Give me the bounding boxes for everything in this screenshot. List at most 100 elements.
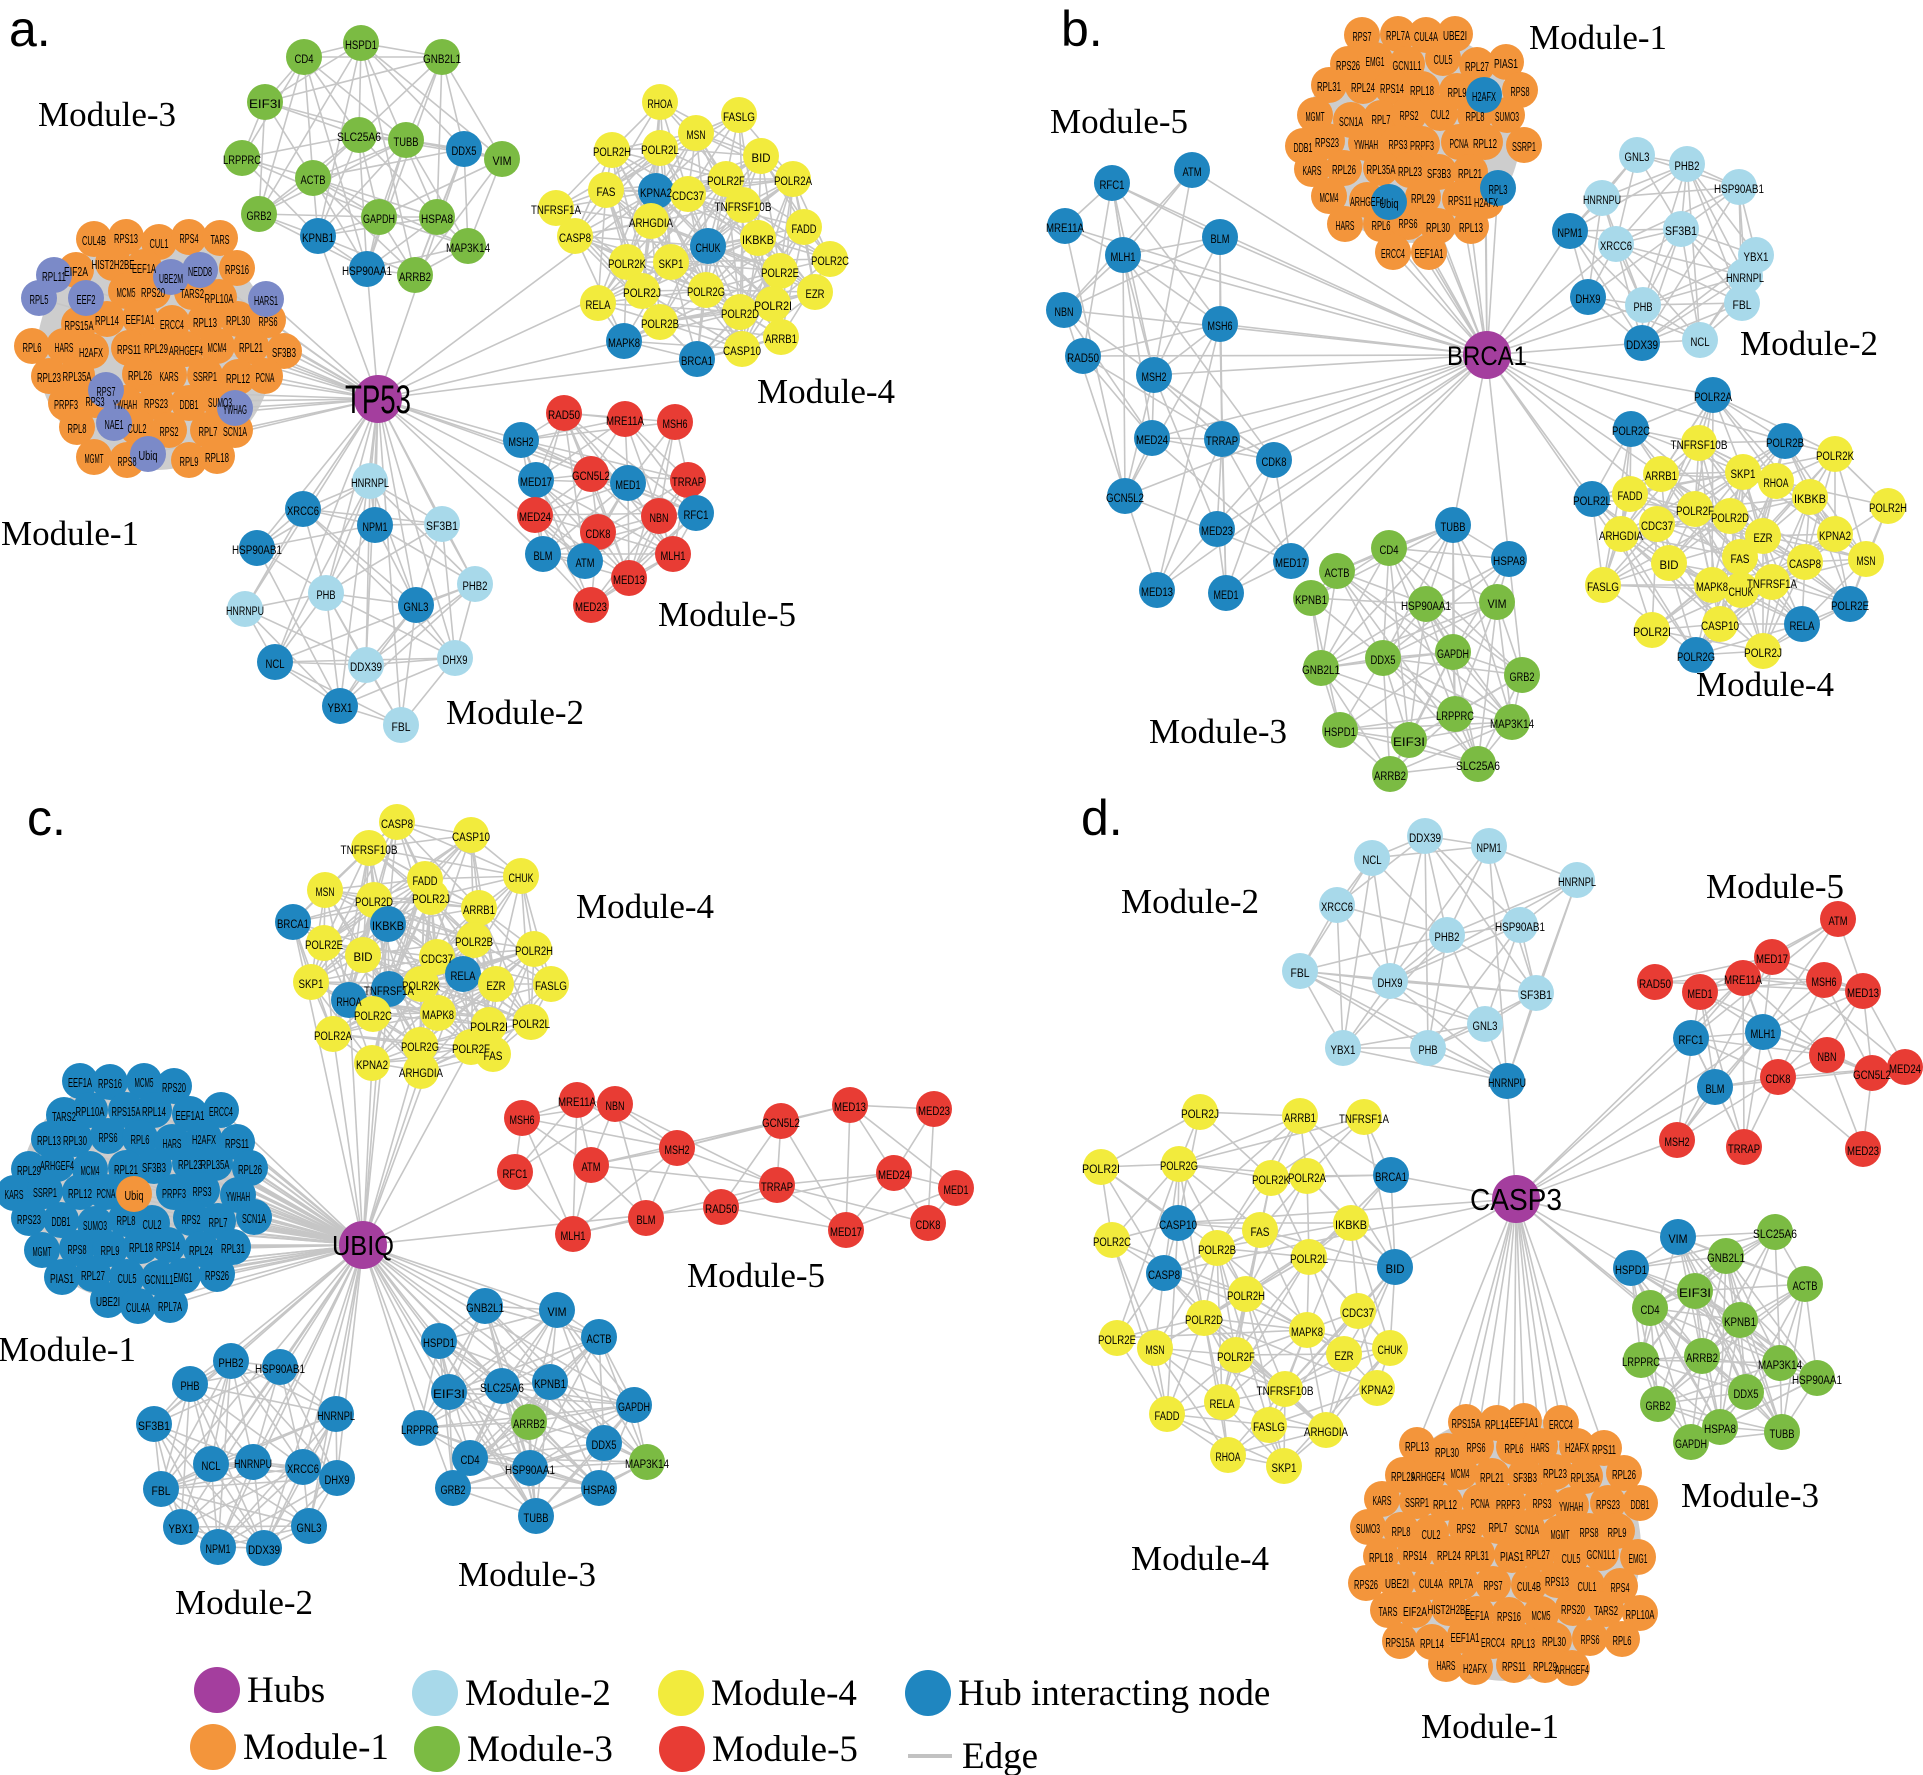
svg-text:RPL13: RPL13 [1459,220,1483,235]
svg-text:MCM4: MCM4 [81,1163,100,1178]
svg-text:POLR2K: POLR2K [1816,451,1854,463]
svg-text:DDB1: DDB1 [52,1214,71,1229]
svg-text:RPL8: RPL8 [117,1213,136,1228]
svg-text:CASP8: CASP8 [1148,1270,1180,1282]
svg-text:ARRB1: ARRB1 [1645,471,1677,483]
svg-text:CUL4A: CUL4A [1419,1576,1443,1591]
svg-text:HARS: HARS [1437,1658,1456,1673]
svg-text:TP53: TP53 [345,378,411,422]
svg-text:GCN1L1: GCN1L1 [1393,58,1422,73]
svg-text:TNFRSF1A: TNFRSF1A [1339,1114,1389,1126]
svg-text:DDX39: DDX39 [1409,833,1441,845]
svg-text:Module-2: Module-2 [1121,882,1259,921]
svg-text:RPS23: RPS23 [17,1212,41,1227]
svg-text:POLR2J: POLR2J [1744,648,1782,660]
svg-text:FBL: FBL [1733,300,1753,312]
svg-text:RPL8: RPL8 [1466,109,1485,124]
svg-text:RPS3: RPS3 [1533,1496,1552,1511]
svg-text:RPS13: RPS13 [114,231,138,246]
svg-text:MGMT: MGMT [85,451,104,466]
svg-text:KARS: KARS [1303,163,1322,178]
svg-text:c.: c. [27,790,66,846]
svg-text:RPL26: RPL26 [1332,162,1356,177]
svg-text:FADD: FADD [1618,491,1643,503]
svg-text:MAP3K14: MAP3K14 [446,243,491,255]
svg-text:TARS: TARS [211,232,230,247]
svg-text:MED1: MED1 [1214,590,1239,602]
svg-text:SUMO3: SUMO3 [83,1218,107,1233]
svg-text:CDC37: CDC37 [672,191,704,203]
svg-text:CD4: CD4 [295,54,314,66]
svg-text:NEDD8: NEDD8 [188,264,212,279]
svg-text:NBN: NBN [606,1101,625,1113]
svg-text:FBL: FBL [152,1486,172,1498]
svg-text:RPL18: RPL18 [129,1240,153,1255]
svg-text:ERCC4: ERCC4 [1381,246,1405,261]
svg-text:PCNA: PCNA [97,1186,116,1201]
svg-text:Module-3: Module-3 [458,1555,596,1594]
svg-text:HNRNPU: HNRNPU [226,606,264,618]
svg-text:FASLG: FASLG [1253,1422,1285,1434]
svg-text:HNRNPL: HNRNPL [317,1411,355,1423]
svg-text:RPS16: RPS16 [225,262,249,277]
svg-text:MED23: MED23 [1847,1146,1879,1158]
svg-text:MCM4: MCM4 [1451,1466,1470,1481]
svg-text:RPS11: RPS11 [225,1136,249,1151]
svg-text:Hubs: Hubs [247,1670,325,1711]
svg-text:GRB2: GRB2 [247,211,272,223]
svg-text:HIST2H2BE: HIST2H2BE [1428,1602,1471,1617]
svg-text:GNL3: GNL3 [297,1523,322,1535]
svg-text:RPS11: RPS11 [117,342,141,357]
svg-text:PRPF3: PRPF3 [162,1186,186,1201]
svg-text:RPS3: RPS3 [86,394,105,409]
svg-text:ERCC4: ERCC4 [1549,1417,1573,1432]
svg-text:POLR2I: POLR2I [1633,627,1671,639]
svg-text:TUBB: TUBB [1441,522,1466,534]
svg-text:MSN: MSN [316,887,335,899]
svg-text:POLR2A: POLR2A [314,1031,352,1043]
svg-text:RPL30: RPL30 [1426,220,1450,235]
svg-text:RPL9: RPL9 [1608,1525,1627,1540]
svg-text:PHB: PHB [1634,302,1653,314]
svg-text:Module-4: Module-4 [711,1673,857,1714]
svg-text:TRRAP: TRRAP [1206,436,1238,448]
svg-text:RPL9: RPL9 [101,1243,120,1258]
svg-text:Module-5: Module-5 [658,595,796,634]
svg-text:SF3B1: SF3B1 [138,1421,170,1433]
svg-text:EEF1A1: EEF1A1 [176,1108,205,1123]
svg-text:EIF2A: EIF2A [64,264,88,279]
svg-text:H2AFX: H2AFX [1565,1440,1589,1455]
svg-text:RPS15A: RPS15A [112,1104,141,1119]
svg-text:RPL27: RPL27 [1526,1547,1550,1562]
svg-text:TUBB: TUBB [524,1513,549,1525]
svg-text:DDX5: DDX5 [452,146,477,158]
svg-text:CASP8: CASP8 [381,819,413,831]
svg-text:SSRP1: SSRP1 [1512,139,1536,154]
svg-text:DDB1: DDB1 [1631,1497,1650,1512]
svg-text:EZR: EZR [806,289,825,301]
svg-text:Ubiq: Ubiq [125,1188,144,1203]
svg-text:Module-5: Module-5 [1050,102,1188,141]
svg-text:MRE11A: MRE11A [1046,223,1084,235]
svg-text:SCN1A: SCN1A [1339,114,1363,129]
svg-text:KPNA2: KPNA2 [640,188,672,200]
svg-text:DDX5: DDX5 [592,1440,617,1452]
svg-text:POLR2F: POLR2F [452,1044,490,1056]
svg-text:GNL3: GNL3 [1473,1021,1498,1033]
svg-text:RPL30: RPL30 [1435,1445,1459,1460]
svg-text:Module-3: Module-3 [1681,1476,1819,1515]
svg-text:MED17: MED17 [1756,954,1788,966]
svg-text:Ubiq: Ubiq [139,448,158,463]
svg-text:BRCA1: BRCA1 [277,919,309,931]
svg-text:CASP10: CASP10 [1159,1220,1197,1232]
svg-text:RPL23: RPL23 [37,370,61,385]
svg-text:RPL27: RPL27 [1465,59,1489,74]
svg-text:BID: BID [1386,1264,1405,1276]
svg-text:MSH6: MSH6 [1208,321,1233,333]
svg-text:RPS2: RPS2 [160,424,179,439]
svg-text:EEF1A1: EEF1A1 [1415,246,1444,261]
svg-text:POLR2A: POLR2A [1288,1173,1326,1185]
svg-text:FAS: FAS [597,187,616,199]
svg-text:MCM4: MCM4 [208,340,227,355]
svg-text:Module-3: Module-3 [38,95,176,134]
